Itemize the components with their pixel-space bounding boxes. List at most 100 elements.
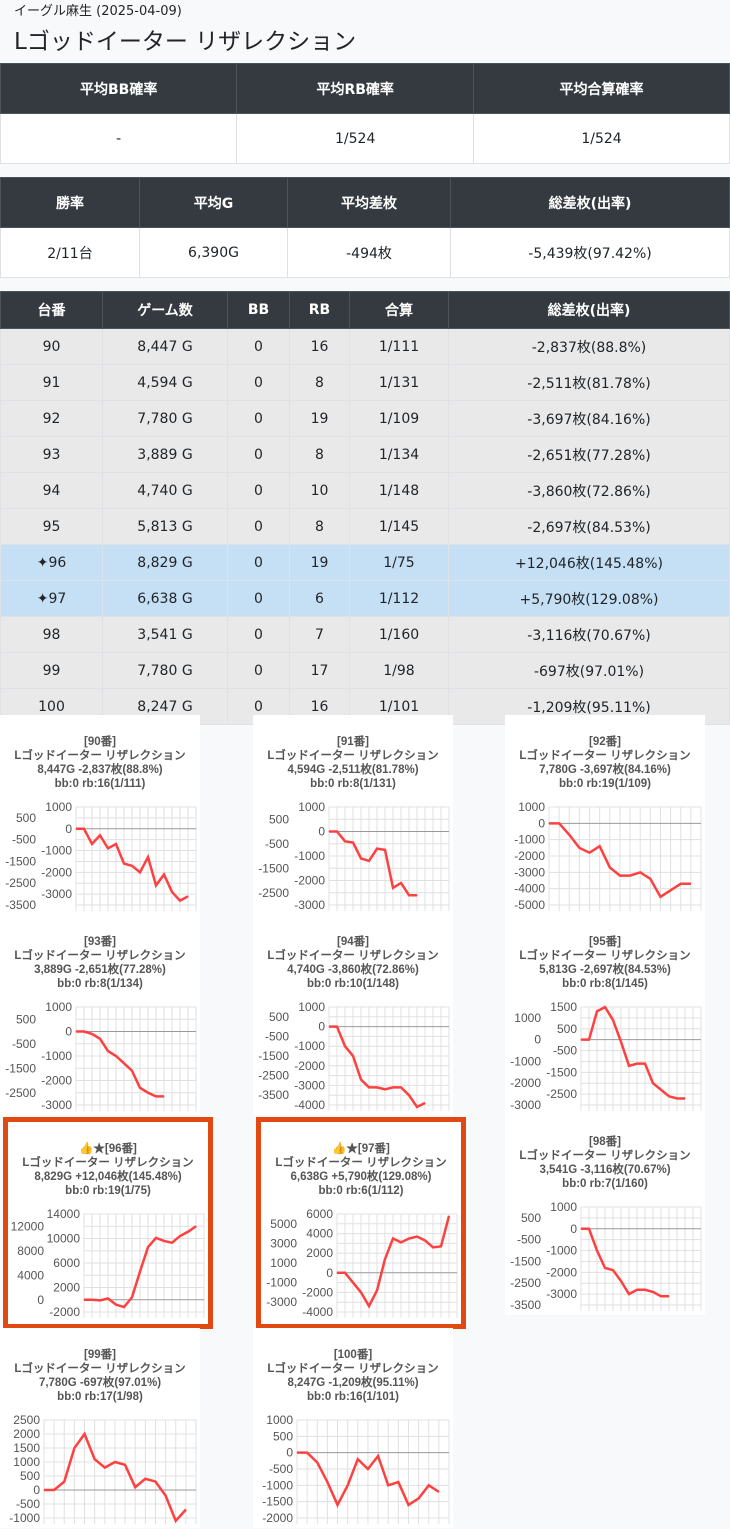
data-point: [612, 1269, 614, 1271]
data-point: [360, 857, 362, 859]
y-tick-label: 1000: [518, 800, 545, 814]
y-tick-label: -1000: [294, 849, 325, 863]
probability-summary-table: 平均BB確率 平均RB確率 平均合算確率 -1/524 1/524: [0, 63, 730, 164]
data-point: [179, 900, 181, 902]
chart-name: Lゴッドイーター リザレクション: [267, 1363, 439, 1375]
data-point: [99, 1038, 101, 1040]
chart-card: [90番] Lゴッドイーター リザレクション 8,447G -2,837枚(88.8…: [0, 715, 200, 915]
chart-name: Lゴッドイーター リザレクション: [14, 950, 186, 962]
y-tick-label: -1000: [514, 833, 545, 847]
cell: 3,889 G: [102, 436, 228, 473]
y-tick-label: 0: [534, 1033, 541, 1047]
y-tick-label: -2000: [302, 1285, 333, 1299]
table-row[interactable]: 98 3,541 G 0 7 1/160 -3,116枚(70.67%): [0, 616, 730, 653]
data-point: [387, 1484, 389, 1486]
data-point: [171, 1242, 173, 1244]
chart-stats: 8,829G +12,046枚(145.48%): [34, 1171, 182, 1183]
chart-stats: 3,889G -2,651枚(77.28%): [34, 964, 166, 976]
data-point: [154, 1481, 156, 1483]
y-tick-label: -3000: [41, 1098, 72, 1112]
table-row[interactable]: 93 3,889 G 0 8 1/134 -2,651枚(77.28%): [0, 436, 730, 473]
data-point: [376, 1086, 378, 1088]
y-tick-label: 0: [570, 1222, 577, 1236]
table-row[interactable]: 99 7,780 G 0 17 1/98 -697枚(97.01%): [0, 652, 730, 689]
chart-bonus: bb:0 rb:19(1/109): [558, 778, 652, 790]
data-point: [165, 1495, 167, 1497]
data-point: [424, 1239, 426, 1241]
chart-name: Lゴッドイーター リザレクション: [519, 750, 691, 762]
line-chart: 1000 500 0 -500 -1000 -1500 -2000 -2500 -3000 -35…: [258, 1000, 450, 1112]
y-tick-label: 1500: [550, 1000, 577, 1014]
table-row[interactable]: 91 4,594 G 0 8 1/131 -2,511枚(81.78%): [0, 364, 730, 401]
data-point: [568, 834, 570, 836]
data-point: [352, 1282, 354, 1284]
data-point: [384, 1258, 386, 1260]
data-point: [588, 1039, 590, 1041]
cell: -5,439枚(97.42%): [450, 227, 730, 278]
table-row[interactable]: 94 4,740 G 0 10 1/148 -3,860枚(72.86%): [0, 472, 730, 509]
cell: 6,638 G: [102, 580, 228, 617]
y-tick-label: -500: [12, 833, 36, 847]
y-tick-label: 0: [286, 1446, 293, 1460]
chart-card: [91番] Lゴッドイーター リザレクション 4,594G -2,511枚(81.7…: [253, 715, 453, 915]
chart-name: Lゴッドイーター リザレクション: [14, 750, 186, 762]
y-tick-label: 500: [269, 812, 289, 826]
data-point: [604, 1267, 606, 1269]
data-point: [155, 884, 157, 886]
table-row[interactable]: 95 5,813 G 0 8 1/145 -2,697枚(84.53%): [0, 508, 730, 545]
data-point: [43, 1489, 45, 1491]
cell: 0: [227, 652, 290, 689]
series-line: [76, 1030, 164, 1098]
y-tick-label: -2500: [510, 1276, 541, 1290]
y-tick-label: -1500: [546, 1065, 577, 1079]
table-row[interactable]: 90 8,447 G 0 16 1/111 -2,837枚(88.8%): [0, 328, 730, 365]
data-point: [187, 1231, 189, 1233]
data-point: [392, 1086, 394, 1088]
data-point: [163, 1240, 165, 1242]
data-point: [83, 1031, 85, 1032]
data-point: [652, 1291, 654, 1293]
data-point: [400, 1086, 402, 1088]
data-point: [75, 828, 77, 830]
table-row[interactable]: ✦96 8,829 G 0 19 1/75 +12,046枚(145.48%): [0, 544, 730, 581]
data-point: [175, 1520, 177, 1522]
table-row[interactable]: ✦97 6,638 G 0 6 1/112 +5,790枚(129.08%): [0, 580, 730, 617]
chart-name: Lゴッドイーター リザレクション: [267, 750, 439, 762]
cell: 0: [227, 616, 290, 653]
cell: 0: [227, 436, 290, 473]
data-point: [75, 1031, 77, 1032]
data-point: [114, 1461, 116, 1463]
cell: 1/145: [349, 508, 449, 545]
chart-name: Lゴッドイーター リザレクション: [14, 1363, 186, 1375]
cell: 1/75: [349, 544, 449, 581]
cell: 17: [289, 652, 350, 689]
data-point: [604, 1006, 606, 1008]
data-point: [649, 878, 651, 880]
data-point: [123, 1062, 125, 1064]
chart-card: [95番] Lゴッドイーター リザレクション 5,813G -2,697枚(84.5…: [505, 915, 705, 1115]
data-point: [344, 840, 346, 842]
y-tick-label: -2000: [49, 1305, 80, 1319]
cell: 19: [289, 400, 350, 437]
chart-name: Lゴッドイーター リザレクション: [267, 950, 439, 962]
y-tick-label: -3000: [514, 865, 545, 879]
data-point: [400, 882, 402, 884]
data-point: [432, 1246, 434, 1248]
cell: 0: [227, 328, 290, 365]
data-point: [628, 1065, 630, 1067]
data-point: [416, 1236, 418, 1238]
data-point: [360, 1291, 362, 1293]
y-tick-label: -1500: [262, 1495, 293, 1509]
data-point: [347, 1484, 349, 1486]
line-chart: 1000 500 0 -500 -1000 -1500 -2000 -2500 -3000 -35…: [510, 1200, 702, 1312]
data-point: [163, 1095, 165, 1097]
data-point: [94, 1458, 96, 1460]
chart-title: 👍★[96番]: [79, 1143, 137, 1155]
cell: -2,837枚(88.8%): [448, 328, 730, 365]
data-point: [368, 860, 370, 862]
y-tick-label: -1500: [510, 1254, 541, 1268]
table-row[interactable]: 92 7,780 G 0 19 1/109 -3,697枚(84.16%): [0, 400, 730, 437]
col-header: BB: [227, 291, 290, 329]
